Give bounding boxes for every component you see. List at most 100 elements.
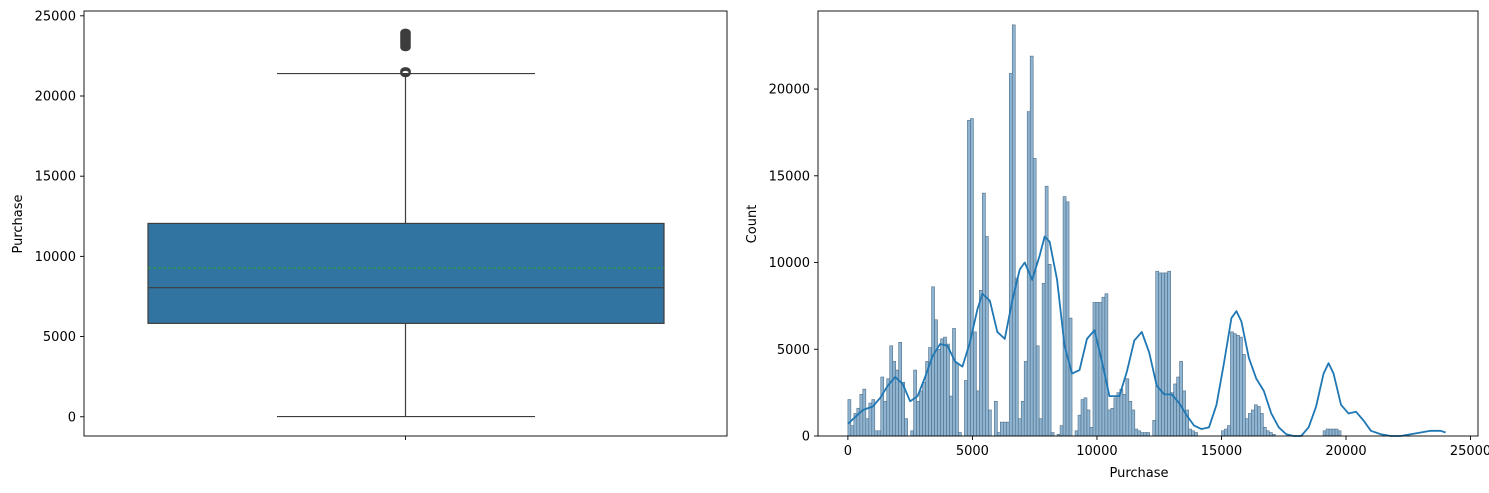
boxplot-y-tick-label: 10000 [35,250,76,265]
histogram-bar [850,425,855,437]
histogram-bar [1191,430,1195,437]
boxplot-y-axis-label: Purchase [11,194,26,253]
histogram-bar [1092,302,1097,437]
histogram-bar [943,336,947,437]
histogram-y-tick-label: 0 [802,430,810,445]
histogram-bar [1173,383,1177,437]
histogram-bar [880,376,885,437]
histogram-x-tick-label: 0 [844,444,852,459]
histogram-bar [1122,394,1127,437]
histogram-bar [859,394,864,437]
histogram-bar [1095,302,1100,437]
histogram-bar [1131,409,1136,437]
histogram-panel: Purchase Count 0 5000 10000 15000 20000 25000… [745,10,1489,481]
histogram-bar [883,401,888,437]
histogram-bar [1164,272,1168,437]
histogram-bar [1020,401,1025,437]
histogram-y-tick-label: 10000 [769,256,810,271]
histogram-bar [1263,427,1267,437]
histogram-bar [1236,335,1240,437]
histogram-bar [1233,333,1237,437]
histogram-bar [1125,378,1130,437]
histogram-bar [1041,283,1046,437]
histogram-bar [1062,196,1067,437]
histogram-bar [901,381,905,437]
histogram-bar [1137,430,1142,437]
histogram-bar [958,432,962,437]
histogram-bar [949,395,953,437]
histogram-bar [913,369,917,437]
histogram-bar [934,319,938,437]
histogram-bar [916,401,920,437]
histogram-bar [1011,24,1016,437]
boxplot-y-tick-label: 20000 [35,90,76,105]
histogram-bar [1035,345,1040,437]
histogram-bars [847,24,1342,437]
histogram-bar [988,409,992,437]
histogram-bar [1116,392,1121,437]
histogram-bar [1140,432,1145,437]
outlier-point [400,28,411,37]
histogram-bar [1059,425,1064,437]
histogram-bar [1251,409,1255,437]
histogram-bar [1254,404,1258,437]
histogram-bar [1176,376,1180,437]
histogram-bar [1119,388,1124,437]
histogram-bar [1221,430,1225,437]
histogram-bar [1074,430,1079,437]
boxplot-y-tick-label: 0 [68,410,76,425]
histogram-bar [994,401,998,437]
histogram-bar [1170,392,1174,437]
boxplot-y-tick-label: 5000 [43,330,76,345]
histogram-bar [940,338,944,437]
histogram-bar [1038,418,1043,437]
histogram-bar [967,119,971,437]
histogram-bar [1325,428,1330,437]
histogram-bar [1224,428,1228,437]
histogram-bar [1161,272,1165,437]
histogram-bar [1077,414,1082,437]
histogram-bar [1328,428,1333,437]
histogram-bar [1083,397,1088,437]
histogram-bar [1248,413,1252,437]
histogram-bar [910,430,914,437]
histogram-y-axis-label: Count [745,205,760,244]
histogram-bar [1242,354,1246,437]
histogram-bar [892,361,897,437]
histogram-bar [1158,272,1162,437]
boxplot-y-tick-label: 15000 [35,170,76,185]
histogram-bar [1002,421,1007,437]
histogram-x-tick-label: 20000 [1325,444,1366,459]
histogram-bar [964,380,968,437]
histogram-bar [847,399,852,437]
histogram-x-tick-label: 5000 [956,444,989,459]
histogram-bar [1230,331,1234,437]
histogram-bar [952,328,956,437]
histogram-bar [1194,432,1198,437]
histogram-bar [1080,399,1085,437]
histogram-bar [1008,73,1013,437]
iqr-box [147,222,665,324]
histogram-bar [1266,430,1270,437]
histogram-y-tick-label: 20000 [769,83,810,98]
histogram-bar [1032,158,1037,437]
histogram-bar [1257,406,1261,437]
boxplot-y-tick-label: 25000 [35,9,76,24]
histogram-bar [1113,397,1118,437]
histogram-y-tick-label: 15000 [769,169,810,184]
histogram-x-tick-label: 25000 [1450,444,1489,459]
histogram-bar [862,388,867,437]
histogram-bar [1110,407,1115,437]
histogram-bar [1086,409,1091,437]
histogram-x-axis-label: Purchase [1109,466,1168,481]
histogram-bar [973,331,977,437]
histogram-bar [1107,409,1112,437]
histogram-bar [1188,428,1192,437]
histogram-bar [1260,413,1264,437]
histogram-frame [817,10,1479,437]
histogram-bar [898,342,902,437]
histogram-bar [1068,317,1073,437]
histogram-bar [889,345,894,437]
histogram-bar [1334,428,1339,437]
